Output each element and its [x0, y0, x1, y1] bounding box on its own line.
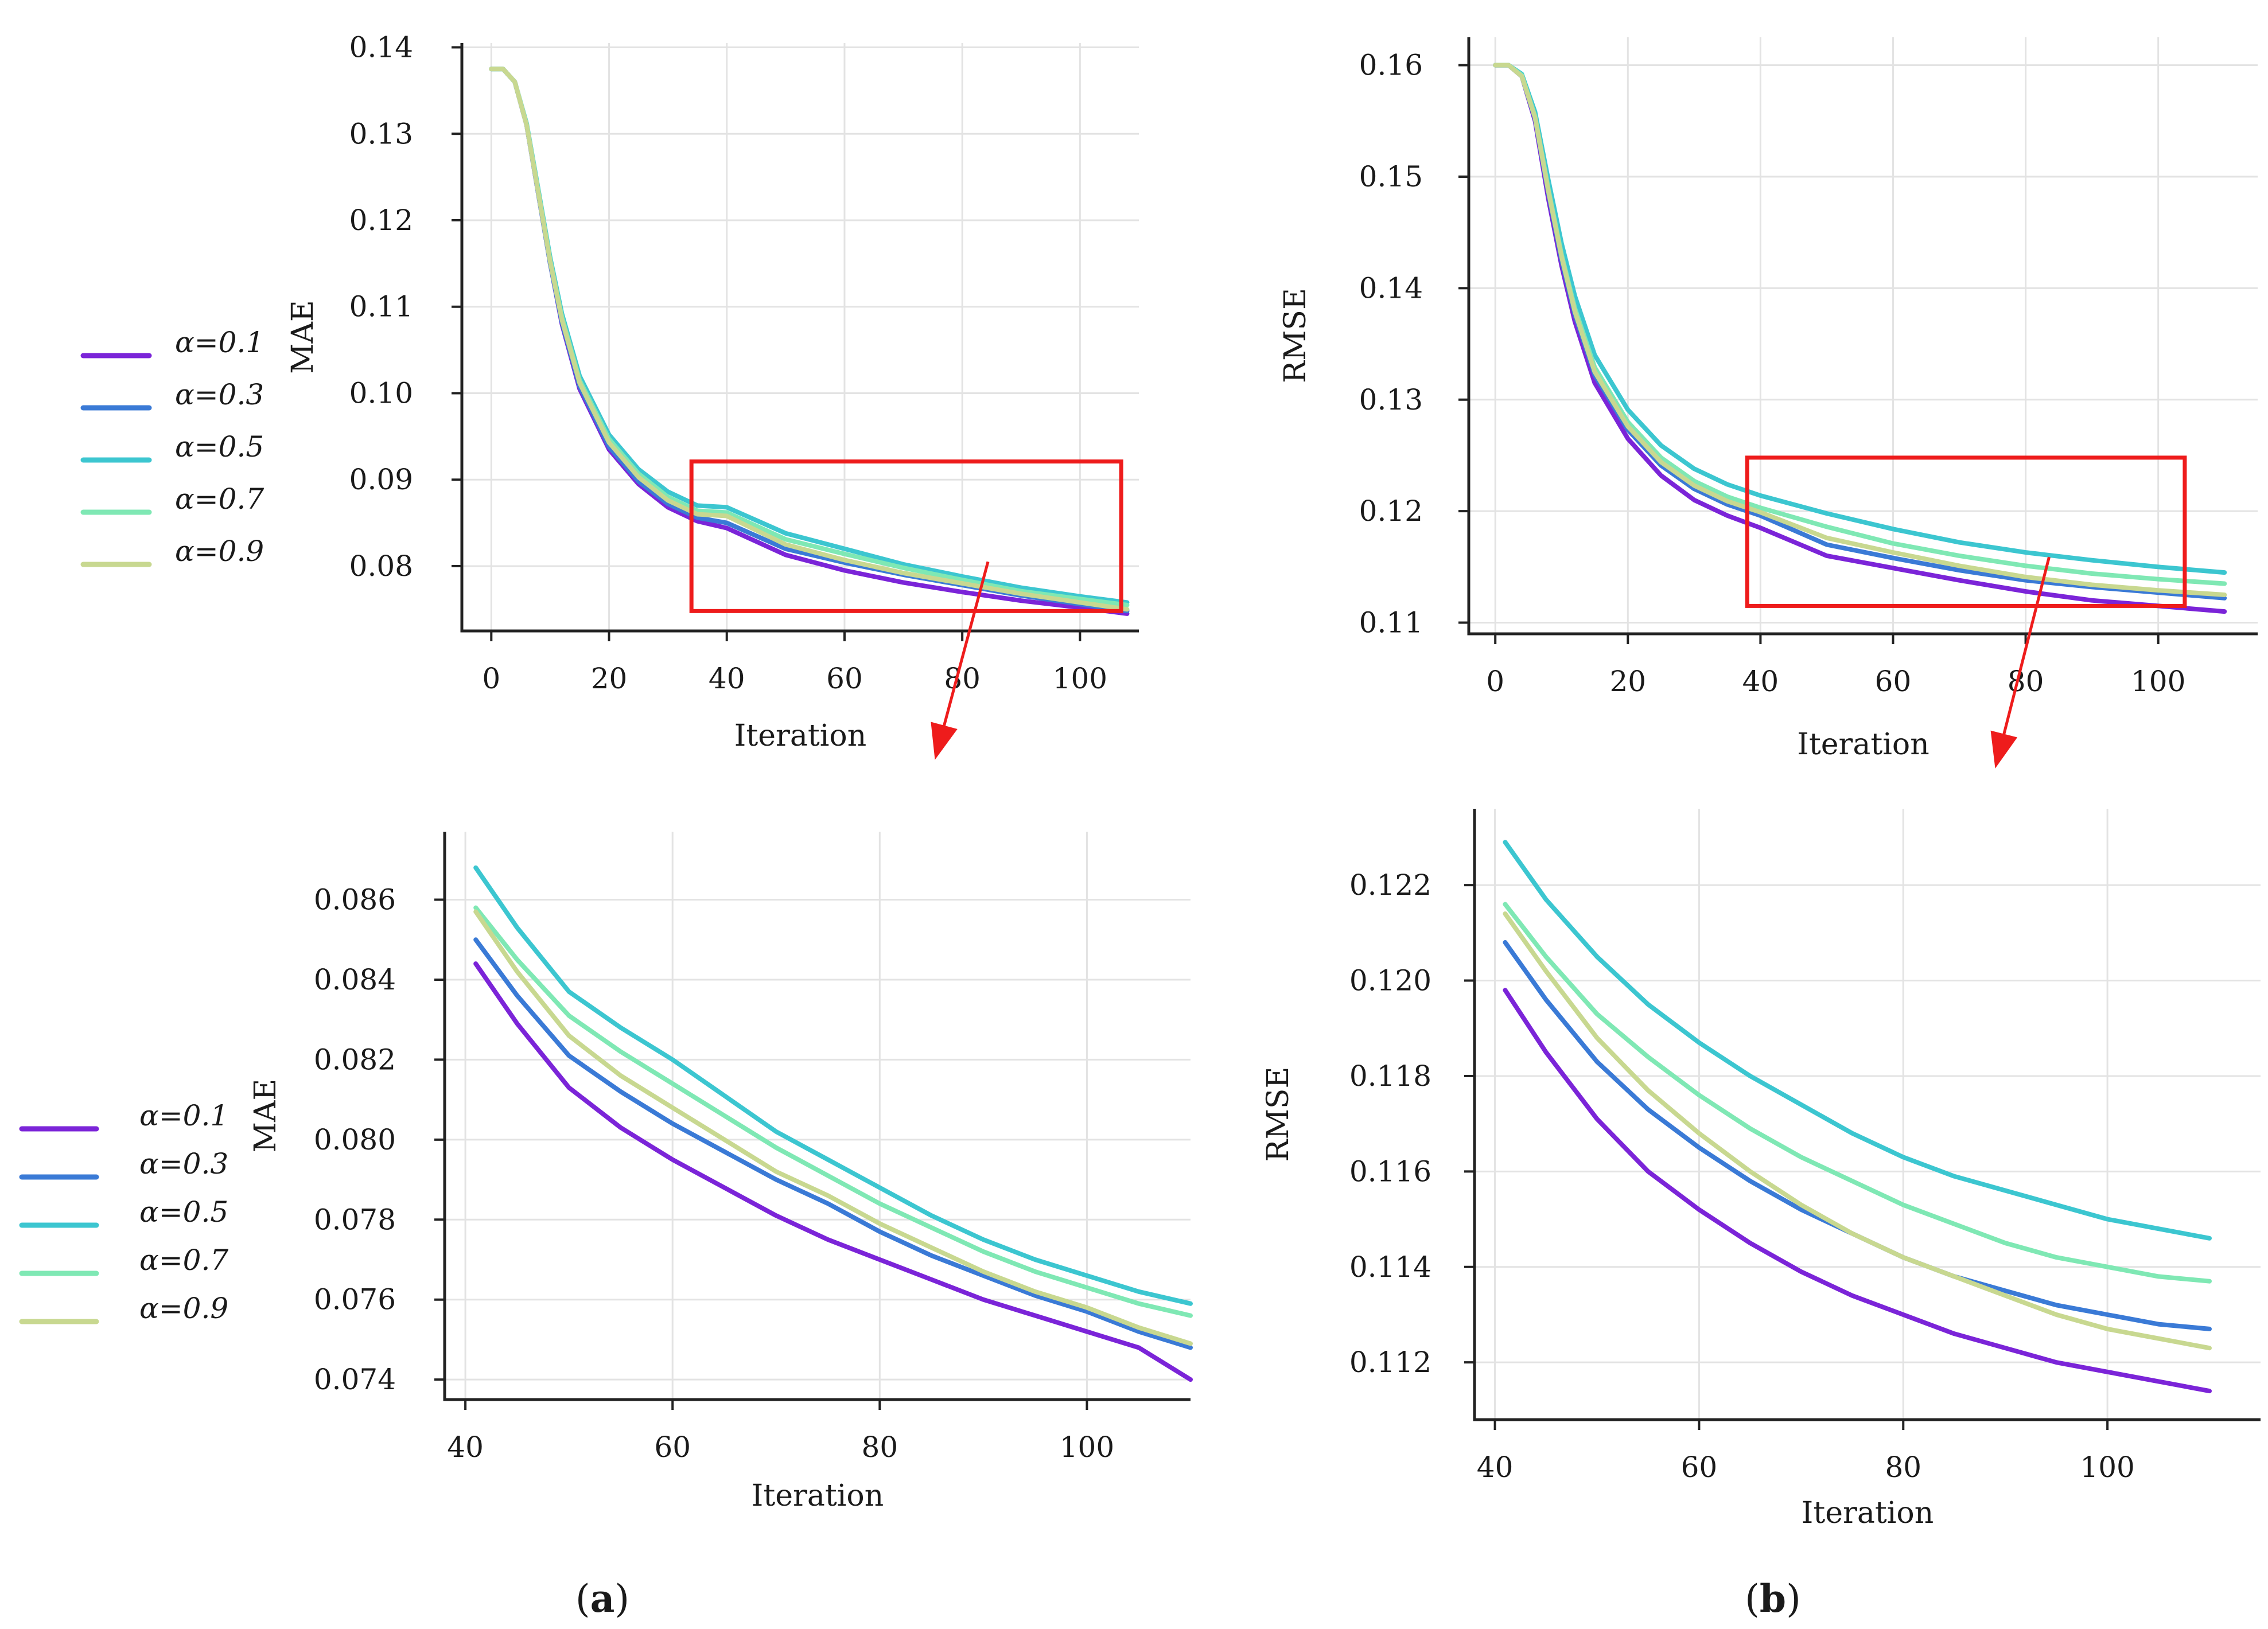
- series-line-rmse-zoom-4: [1503, 911, 2212, 1351]
- axes-rmse-full: [1467, 37, 2258, 636]
- legends: α=0.1 α=0.3 α=0.5 α=0.7 α=0.9 α=0.1 α=0.3 α=0.5…: [19, 326, 264, 1325]
- x-tick-label: 80: [862, 1431, 898, 1464]
- x-tick-label: 80: [2008, 665, 2044, 698]
- series-line-mae-zoom-3: [473, 905, 1193, 1318]
- axes-mae-zoom: [443, 832, 1191, 1401]
- y-tick-label: 0.122: [1349, 868, 1431, 902]
- series-line-mae-zoom-1: [473, 937, 1193, 1350]
- y-tick-label: 0.12: [349, 204, 413, 237]
- axes-mae-full: [460, 43, 1139, 633]
- panel-label-a: (a): [575, 1576, 629, 1621]
- x-tick-label: 60: [1875, 665, 1912, 698]
- x-tick-label: 100: [2080, 1451, 2134, 1484]
- x-tick-label: 20: [591, 662, 628, 695]
- zoom-indicators: [689, 455, 2187, 769]
- series-line-mae-zoom-0: [473, 961, 1193, 1382]
- zoom-arrow-rmse-full: [1995, 556, 2051, 763]
- series-line-rmse-zoom-2: [1503, 840, 2212, 1241]
- zoom-arrow-mae-full: [935, 561, 990, 755]
- x-tick-label: 80: [1885, 1451, 1921, 1484]
- y-tick-label: 0.13: [349, 117, 413, 150]
- x-axis-title: Iteration: [1802, 1496, 1934, 1530]
- x-tick-label: 60: [826, 662, 863, 695]
- x-tick-label: 60: [1681, 1451, 1718, 1484]
- legend-label: α=0.9: [139, 1292, 228, 1325]
- y-tick-label: 0.12: [1359, 494, 1423, 528]
- chart-mae-zoom: 40 60 80 100 0.074 0.076 0.078 0.080 0.082 0.084 0…: [248, 832, 1193, 1513]
- y-tick-label: 0.09: [349, 463, 413, 496]
- y-tick-label: 0.086: [314, 883, 396, 917]
- y-axis-title: RMSE: [1261, 1067, 1296, 1162]
- y-tick-label: 0.078: [314, 1203, 396, 1236]
- zoom-box-rmse-full: [1745, 455, 2187, 608]
- y-tick-label: 0.118: [1349, 1059, 1431, 1093]
- x-tick-label: 40: [447, 1431, 484, 1464]
- x-tick-label: 40: [1477, 1451, 1514, 1484]
- series-line-mae-full-4: [489, 67, 1130, 612]
- y-tick-label: 0.074: [314, 1363, 396, 1396]
- y-tick-label: 0.15: [1359, 160, 1423, 193]
- x-tick-label: 100: [1060, 1431, 1114, 1464]
- y-tick-label: 0.11: [1359, 606, 1423, 640]
- x-axis-title: Iteration: [734, 719, 866, 753]
- y-axis-title: MAE: [286, 300, 320, 374]
- y-axis-title: MAE: [248, 1079, 283, 1153]
- y-tick-label: 0.076: [314, 1283, 396, 1316]
- x-tick-label: 100: [1053, 662, 1107, 695]
- y-axis-title: RMSE: [1278, 288, 1313, 383]
- series-line-mae-zoom-4: [473, 909, 1193, 1346]
- y-tick-label: 0.13: [1359, 383, 1423, 416]
- x-tick-label: 60: [654, 1431, 691, 1464]
- x-tick-label: 40: [1742, 665, 1779, 698]
- y-tick-label: 0.080: [314, 1123, 396, 1156]
- legend-label: α=0.5: [175, 430, 264, 463]
- x-tick-label: 80: [944, 662, 981, 695]
- chart-mae-full: 0 20 40 60 80 100 0.08 0.09 0.10 0.11 0.12 0.13 0.14…: [286, 31, 1139, 753]
- chart-rmse-zoom: 40 60 80 100 0.112 0.114 0.116 0.118 0.120 0.122 I…: [1261, 809, 2261, 1530]
- legend-label: α=0.1: [175, 326, 264, 359]
- y-tick-label: 0.082: [314, 1043, 396, 1076]
- x-axis-title: Iteration: [1797, 727, 1929, 762]
- y-tick-label: 0.08: [349, 550, 413, 583]
- y-tick-label: 0.10: [349, 376, 413, 410]
- legend-label: α=0.3: [139, 1147, 228, 1180]
- y-tick-label: 0.112: [1349, 1346, 1431, 1379]
- x-tick-label: 20: [1609, 665, 1646, 698]
- x-tick-label: 100: [2131, 665, 2185, 698]
- x-tick-label: 0: [482, 662, 500, 695]
- zoom-box-mae-full: [689, 459, 1123, 613]
- legend-label: α=0.7: [175, 482, 264, 516]
- x-axis-title: Iteration: [752, 1479, 884, 1513]
- y-tick-label: 0.14: [1359, 271, 1423, 305]
- y-tick-label: 0.114: [1349, 1250, 1431, 1284]
- zoom-arrowhead-rmse-full: [1990, 730, 2018, 769]
- x-tick-label: 0: [1486, 665, 1504, 698]
- legend-label: α=0.9: [175, 535, 264, 568]
- series-line-mae-zoom-2: [473, 865, 1193, 1306]
- zoom-arrowhead-mae-full: [931, 722, 958, 760]
- x-tick-label: 40: [709, 662, 745, 695]
- chart-panels: 0 20 40 60 80 100 0.08 0.09 0.10 0.11 0.12 0.13 0.14…: [248, 31, 2261, 1530]
- axes-rmse-zoom: [1473, 809, 2261, 1421]
- series-line-rmse-full-4: [1493, 63, 2227, 597]
- y-tick-label: 0.084: [314, 963, 396, 996]
- legend-label: α=0.3: [175, 378, 264, 411]
- y-tick-label: 0.16: [1359, 49, 1423, 82]
- y-tick-label: 0.120: [1349, 964, 1431, 997]
- panel-label-b: (b): [1745, 1576, 1801, 1621]
- legend-label: α=0.1: [139, 1099, 228, 1132]
- y-tick-label: 0.11: [349, 290, 413, 324]
- series-line-rmse-zoom-3: [1503, 902, 2212, 1284]
- chart-rmse-full: 0 20 40 60 80 100 0.11 0.12 0.13 0.14 0.15 0.16 Iter…: [1278, 37, 2258, 762]
- legend-label: α=0.5: [139, 1195, 228, 1229]
- legend-0: α=0.1 α=0.3 α=0.5 α=0.7 α=0.9: [80, 326, 264, 568]
- y-tick-label: 0.116: [1349, 1155, 1431, 1188]
- y-tick-label: 0.14: [349, 31, 413, 64]
- series-line-rmse-zoom-0: [1503, 988, 2212, 1394]
- legend-label: α=0.7: [139, 1244, 228, 1277]
- legend-1: α=0.1 α=0.3 α=0.5 α=0.7 α=0.9: [19, 1099, 228, 1325]
